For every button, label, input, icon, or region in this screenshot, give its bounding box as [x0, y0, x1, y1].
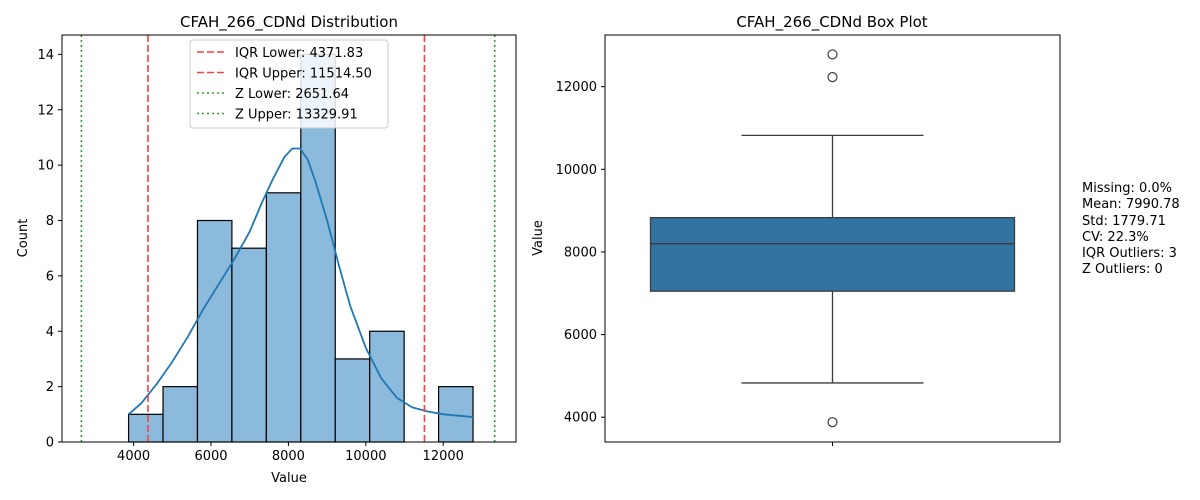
histogram-axes-frame: [61, 34, 517, 443]
legend-label-2: Z Lower: 2651.64: [235, 87, 349, 102]
histogram-bar-6: [334, 358, 371, 443]
box-plot-title: CFAH_266_CDNd Box Plot: [736, 13, 927, 32]
y-tick-label-6: 12: [37, 103, 54, 118]
outlier-point-2: [827, 417, 838, 428]
box-plot-y-axis-label: Value: [531, 220, 546, 256]
x-tick-label-4: 12000: [423, 449, 464, 464]
legend-label-3: Z Upper: 13329.91: [235, 108, 358, 123]
histogram-bar-0: [127, 413, 164, 443]
x-tick-label-2: 8000: [272, 449, 305, 464]
box-y-tick-label-0: 4000: [564, 411, 597, 426]
box-y-tick-label-2: 8000: [564, 245, 597, 260]
histogram-chart: CFAH_266_CDNd Distribution Value Count 4…: [16, 13, 517, 486]
box-y-tick-label-1: 6000: [564, 328, 597, 343]
x-tick-label-0: 4000: [117, 449, 150, 464]
kde-curve: [127, 147, 474, 418]
y-tick-label-2: 4: [46, 325, 54, 340]
outlier-point-1: [827, 72, 838, 83]
histogram-bar-4: [265, 192, 302, 443]
x-tick-label-3: 10000: [345, 449, 386, 464]
histogram-title: CFAH_266_CDNd Distribution: [180, 13, 398, 32]
stat-std: Std: 1779.71: [1082, 213, 1166, 229]
box-plot-chart: CFAH_266_CDNd Box Plot Value 4000 6000 800…: [531, 13, 1061, 446]
y-tick-label-0: 0: [46, 436, 54, 451]
histogram-bar-2: [196, 219, 233, 443]
stats-panel: Missing: 0.0% Mean: 7990.78 Std: 1779.71 CV…: [1082, 181, 1180, 279]
histogram-bar-1: [162, 386, 199, 443]
y-tick-label-1: 2: [46, 380, 54, 395]
histogram-y-axis-label: Count: [16, 219, 31, 258]
y-tick-label-5: 10: [37, 159, 54, 174]
y-tick-label-7: 14: [37, 48, 54, 63]
legend-label-0: IQR Lower: 4371.83: [235, 46, 363, 61]
stat-iqr-outliers: IQR Outliers: 3: [1082, 246, 1177, 262]
legend-box: [189, 39, 389, 129]
legend-label-1: IQR Upper: 11514.50: [235, 67, 372, 82]
box-y-tick-label-4: 12000: [556, 80, 597, 95]
y-tick-label-4: 8: [46, 214, 54, 229]
stat-cv: CV: 22.3%: [1082, 229, 1149, 245]
histogram-bar-3: [231, 247, 267, 443]
stat-z-outliers: Z Outliers: 0: [1082, 262, 1163, 278]
iqr-box: [649, 216, 1016, 292]
outlier-point-0: [827, 49, 838, 60]
box-y-tick-label-3: 10000: [556, 163, 597, 178]
stat-missing: Missing: 0.0%: [1082, 181, 1173, 196]
stat-mean: Mean: 7990.78: [1082, 197, 1180, 213]
histogram-x-axis-label: Value: [271, 471, 307, 486]
x-tick-label-1: 6000: [194, 449, 227, 464]
y-tick-label-3: 6: [46, 269, 54, 284]
